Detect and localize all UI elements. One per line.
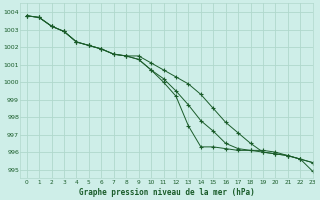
X-axis label: Graphe pression niveau de la mer (hPa): Graphe pression niveau de la mer (hPa): [79, 188, 254, 197]
